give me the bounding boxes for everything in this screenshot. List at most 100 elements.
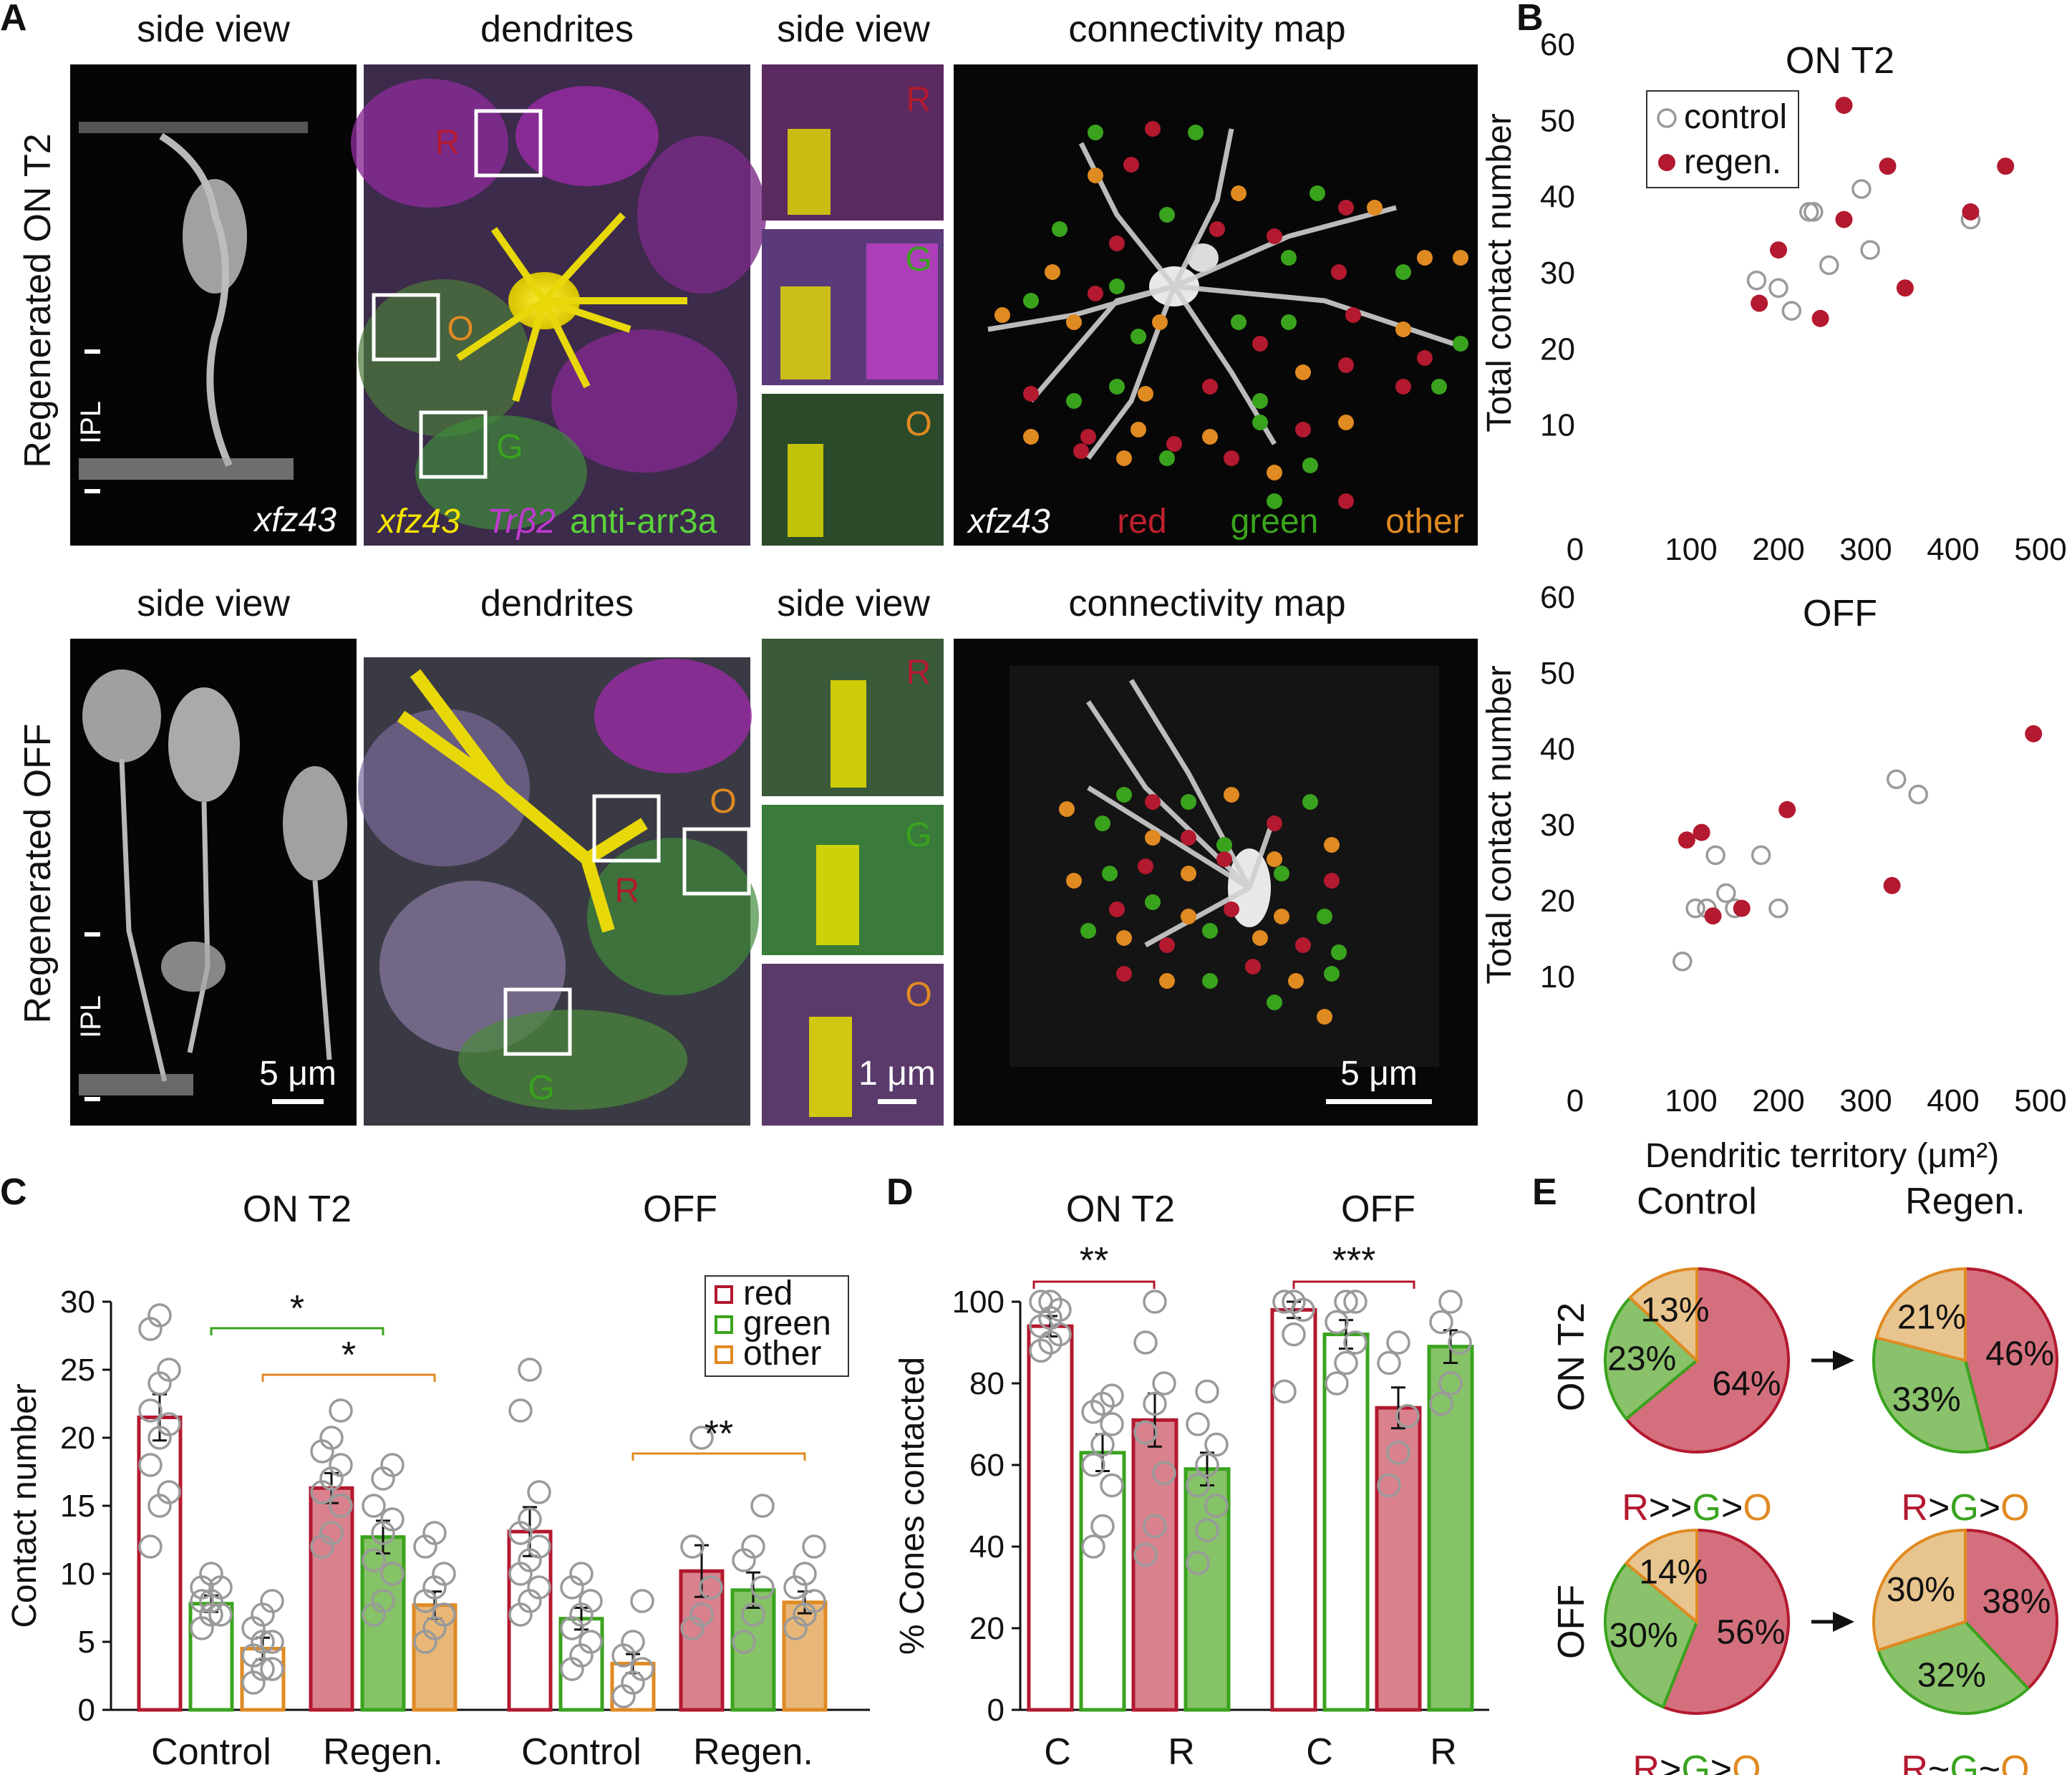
cone-dot xyxy=(1138,386,1153,402)
data-point xyxy=(138,1453,163,1477)
data-point xyxy=(1325,1371,1349,1396)
pie-percent-label: 14% xyxy=(1639,1554,1708,1592)
cone-dot xyxy=(1395,379,1411,395)
stain-arr3a: anti-arr3a xyxy=(570,503,717,541)
category-label: R xyxy=(1430,1731,1457,1773)
data-point xyxy=(1377,1473,1401,1498)
x-tick-label: 100 xyxy=(1665,1083,1717,1118)
x-tick-label: 500 xyxy=(2014,1083,2066,1118)
data-point xyxy=(1195,1518,1219,1542)
control-point xyxy=(1860,240,1880,260)
sig-marker: *** xyxy=(1332,1240,1376,1282)
cone-dot xyxy=(1231,185,1246,201)
group-label: Control xyxy=(151,1731,271,1773)
cone-dot xyxy=(1023,386,1039,402)
image-side-view-off: IPL 5 μm xyxy=(70,639,357,1126)
cone-dot xyxy=(1131,422,1146,437)
data-point xyxy=(699,1575,723,1600)
y-axis-label: Total contact number xyxy=(1481,665,1519,985)
data-point xyxy=(1386,1441,1410,1465)
legend-swatch-green xyxy=(715,1315,733,1334)
cone-dot xyxy=(1088,125,1103,140)
pie-row-title: OFF xyxy=(1551,1585,1592,1659)
data-point xyxy=(157,1412,181,1436)
data-point xyxy=(329,1398,353,1423)
y-tick-label: 50 xyxy=(1540,656,1575,691)
pie-slice-green xyxy=(1604,1561,1699,1709)
cone-dot xyxy=(1338,493,1354,509)
data-point xyxy=(380,1507,405,1532)
zoom-label-r-1: R xyxy=(906,81,931,119)
cone-dot xyxy=(1066,873,1082,889)
x-tick-label: 400 xyxy=(1927,1083,1979,1118)
data-point xyxy=(1186,1551,1210,1575)
y-tick-label: 20 xyxy=(60,1421,95,1456)
data-point xyxy=(1100,1473,1124,1498)
data-point xyxy=(802,1589,826,1613)
panel-d-label: D xyxy=(886,1171,914,1213)
cone-dot xyxy=(1252,930,1268,946)
data-point xyxy=(1272,1379,1297,1404)
cone-dot xyxy=(1109,236,1125,251)
regen-point xyxy=(1811,309,1829,327)
cone-dot xyxy=(1338,357,1354,373)
pie-slice-red xyxy=(1624,1267,1790,1454)
y-tick-label: 10 xyxy=(60,1557,95,1592)
cone-dot xyxy=(1052,221,1068,237)
pie-rank-label: R~G~O xyxy=(1901,1749,2029,1775)
regen-point xyxy=(1896,279,1914,297)
data-point xyxy=(1204,1494,1229,1518)
data-point xyxy=(508,1398,533,1423)
data-point xyxy=(750,1575,775,1600)
data-point xyxy=(1081,1453,1105,1477)
data-point xyxy=(1343,1330,1367,1355)
bar-red xyxy=(1027,1324,1074,1712)
pie-rank-label: R>>G>O xyxy=(1622,1487,1772,1529)
cone-dot xyxy=(1317,909,1332,924)
cone-dot xyxy=(1181,830,1196,846)
data-point xyxy=(1395,1403,1420,1428)
control-point xyxy=(1781,301,1802,321)
cone-dot xyxy=(1102,866,1118,881)
data-point xyxy=(1152,1461,1176,1486)
data-point xyxy=(422,1521,447,1545)
data-point xyxy=(380,1453,405,1477)
y-tick-label: 20 xyxy=(1540,884,1575,919)
data-point xyxy=(1100,1412,1124,1436)
data-point xyxy=(319,1426,344,1450)
stain-xfz43-3: xfz43 xyxy=(967,503,1050,541)
cone-dot xyxy=(1088,168,1103,183)
regen-point xyxy=(1678,831,1695,849)
data-point xyxy=(1334,1350,1358,1375)
cone-dot xyxy=(1417,250,1433,266)
y-tick-label: 60 xyxy=(969,1448,1004,1483)
pie-slice-other xyxy=(1624,1528,1698,1625)
bar-green xyxy=(1322,1333,1370,1712)
cone-dot xyxy=(1116,966,1132,982)
sig-bracket xyxy=(1032,1280,1156,1289)
y-tick-label: 80 xyxy=(969,1366,1004,1401)
group-label: Regen. xyxy=(693,1731,813,1773)
cone-dot xyxy=(1109,279,1125,294)
category-label: C xyxy=(1044,1731,1071,1773)
data-point xyxy=(1090,1432,1115,1457)
y-tick-label: 60 xyxy=(1540,580,1575,615)
chart-title-off: OFF xyxy=(1341,1189,1415,1230)
cone-dot xyxy=(1267,816,1282,831)
panel-e-label: E xyxy=(1532,1171,1557,1213)
cone-dot xyxy=(1145,794,1161,810)
category-label: R xyxy=(1168,1731,1195,1773)
col-header-side-view-1: side view xyxy=(137,9,290,50)
data-point xyxy=(1100,1383,1124,1408)
col-header-connectivity-2: connectivity map xyxy=(1068,583,1345,624)
cone-dot xyxy=(1202,379,1218,395)
regen-point xyxy=(1770,241,1787,259)
cone-dot xyxy=(1145,121,1161,137)
y-tick-label: 10 xyxy=(1540,408,1575,443)
data-point xyxy=(1029,1290,1053,1314)
pie-slice-other xyxy=(1874,1267,1967,1363)
cone-dot xyxy=(1109,379,1125,395)
data-point xyxy=(1195,1453,1219,1477)
cone-dot xyxy=(1138,859,1153,874)
